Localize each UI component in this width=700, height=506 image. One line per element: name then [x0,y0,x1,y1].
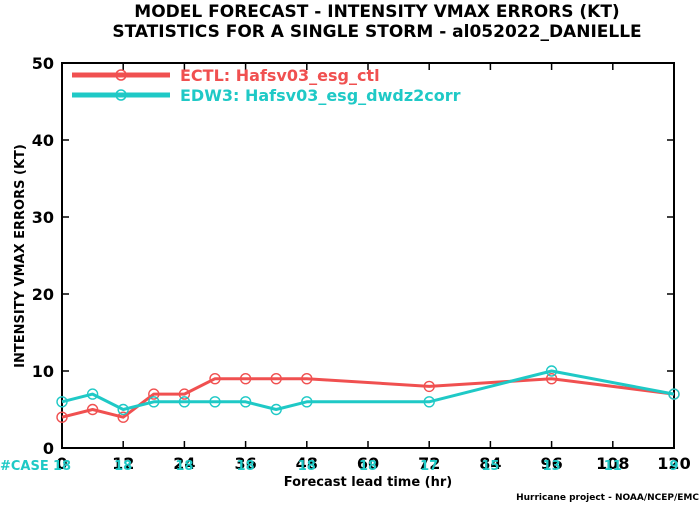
chart-title: MODEL FORECAST - INTENSITY VMAX ERRORS (… [134,2,619,22]
case-count: 18 [53,459,71,474]
series-1-point [148,388,160,400]
case-count: 18 [175,459,193,474]
case-count: 9 [669,459,678,474]
series-line-2 [61,369,675,411]
x-tick-label: 96 [540,454,562,473]
y-axis-label: INTENSITY VMAX ERRORS (KT) [13,144,28,368]
series-line-1 [61,377,675,419]
y-tick-label: 20 [32,285,54,304]
y-tick-label: 10 [32,362,54,381]
x-tick-label: 72 [418,454,440,473]
series-1-point [86,403,99,416]
case-count: 18 [237,459,255,474]
series-2-point [301,396,313,408]
case-count: 11 [604,459,622,474]
case-count: 18 [298,459,316,474]
series-2-point [423,396,435,408]
series-2-point [148,396,160,408]
x-tick-label: 60 [357,454,379,473]
x-axis-label: Forecast lead time (hr) [284,475,452,490]
series-2-point [209,396,221,408]
legend-label-1: ECTL: Hafsv03_esg_ctl [180,66,380,85]
x-tick-label: 0 [56,454,67,473]
chart-subtitle: STATISTICS FOR A SINGLE STORM - al052022… [112,22,641,42]
legend-label-2: EDW3: Hafsv03_esg_dwdz2corr [180,86,461,105]
x-tick-label: 108 [596,454,629,473]
credit-text: Hurricane project - NOAA/NCEP/EMC [516,493,699,503]
case-count: 18 [359,459,377,474]
x-tick-label: 120 [657,454,690,473]
y-tick-label: 40 [32,131,54,150]
case-count: 13 [543,459,561,474]
x-tick-label: 48 [296,454,318,473]
series-2-point [117,403,129,416]
y-tick-label: 50 [32,54,54,73]
plot-frame [61,62,675,449]
series-2-point [270,403,282,416]
x-tick-label: 12 [112,454,134,473]
series-1-point [56,411,68,423]
y-tick-label: 30 [32,208,54,227]
series-1-point [545,373,558,385]
series-2-point [545,365,558,377]
series-2-point [668,388,680,400]
series-1-point [270,373,282,385]
series-2-point [86,388,99,400]
series-1-point [239,373,252,385]
series-2-point [56,396,68,408]
series-1-point [178,388,191,400]
series-2-point [178,396,191,408]
case-count: 15 [481,459,499,474]
series-1-point [117,411,129,423]
case-count: 17 [420,459,438,474]
x-tick-label: 84 [479,454,501,473]
series-1-point [209,373,221,385]
case-count: 18 [114,459,132,474]
case-row-label: #CASE [0,459,49,474]
x-tick-label: 24 [173,454,195,473]
legend-marker-2 [115,89,127,101]
series-1-point [423,380,435,393]
y-tick-label: 0 [43,439,54,458]
x-tick-label: 36 [234,454,256,473]
legend-marker-1 [115,69,127,81]
series-2-point [239,396,252,408]
series-1-point [301,373,313,385]
